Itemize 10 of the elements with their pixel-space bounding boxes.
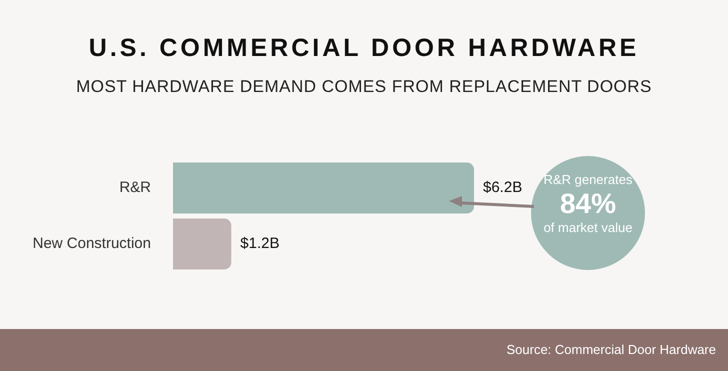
text: R&R generates <box>542 172 634 188</box>
source-note: Source: Commercial Door Hardware <box>506 342 716 357</box>
chart-title: U.S. COMMERCIAL DOOR HARDWARE <box>88 34 640 63</box>
data-label: $6.2B <box>483 179 522 196</box>
chart-subtitle: MOST HARDWARE DEMAND COMES FROM REPLACEMENT DOORS <box>75 77 653 97</box>
y-tick-label: R&R <box>119 179 152 196</box>
text: of market value <box>542 220 634 236</box>
data-label: $1.2B <box>240 235 280 252</box>
text: 84% <box>558 188 618 220</box>
y-tick-label: New Construction <box>32 235 151 252</box>
